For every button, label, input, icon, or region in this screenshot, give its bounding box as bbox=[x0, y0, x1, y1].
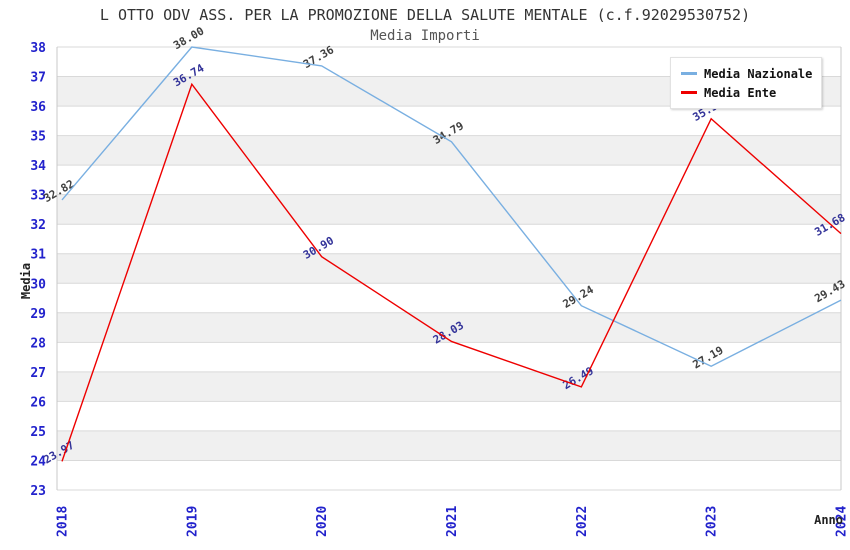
data-label: 27.19 bbox=[690, 344, 725, 372]
legend-item-media-nazionale: Media Nazionale bbox=[681, 64, 812, 83]
series-line-media-ente bbox=[61, 82, 842, 462]
y-tick-label: 29 bbox=[30, 307, 46, 322]
series-line-media-nazionale bbox=[61, 46, 842, 368]
y-tick-label: 37 bbox=[30, 71, 46, 86]
legend-item-media-ente: Media Ente bbox=[681, 83, 812, 102]
y-tick-label: 34 bbox=[30, 159, 46, 174]
grid-band bbox=[57, 194, 841, 225]
y-tick-label: 30 bbox=[30, 277, 46, 292]
x-tick-label: 2024 bbox=[835, 506, 850, 537]
legend-label-ente: Media Ente bbox=[704, 85, 777, 100]
y-tick-label: 23 bbox=[30, 484, 46, 499]
y-tick-label: 36 bbox=[30, 100, 46, 115]
nazionale-line-swatch-icon bbox=[681, 72, 697, 75]
y-tick-label: 26 bbox=[30, 395, 46, 410]
y-tick-label: 32 bbox=[30, 218, 46, 233]
x-tick-label: 2023 bbox=[705, 506, 720, 537]
grid-band bbox=[57, 371, 841, 402]
x-tick-label: 2022 bbox=[575, 506, 590, 537]
y-tick-label: 28 bbox=[30, 336, 46, 351]
legend: Media Nazionale Media Ente bbox=[670, 57, 823, 109]
x-tick-label: 2018 bbox=[56, 506, 71, 537]
x-tick-label: 2019 bbox=[185, 506, 200, 537]
y-tick-label: 31 bbox=[30, 248, 46, 263]
x-tick-label: 2020 bbox=[315, 506, 330, 537]
grid-band bbox=[57, 312, 841, 343]
y-tick-label: 38 bbox=[30, 41, 46, 56]
y-tick-label: 27 bbox=[30, 366, 46, 381]
y-tick-label: 25 bbox=[30, 425, 46, 440]
ente-line-swatch-icon bbox=[681, 91, 697, 94]
grid-band bbox=[57, 430, 841, 461]
y-axis-title: Media bbox=[19, 263, 33, 299]
y-tick-label: 33 bbox=[30, 189, 46, 204]
chart-subtitle: Media Importi bbox=[370, 28, 480, 44]
chart-title: L OTTO ODV ASS. PER LA PROMOZIONE DELLA … bbox=[99, 6, 751, 24]
grid-band bbox=[57, 253, 841, 284]
y-tick-label: 24 bbox=[30, 454, 46, 469]
x-axis-title: Anno bbox=[814, 513, 843, 527]
x-tick-label: 2021 bbox=[445, 506, 460, 537]
legend-label-nazionale: Media Nazionale bbox=[704, 66, 813, 81]
y-tick-label: 35 bbox=[30, 130, 46, 145]
